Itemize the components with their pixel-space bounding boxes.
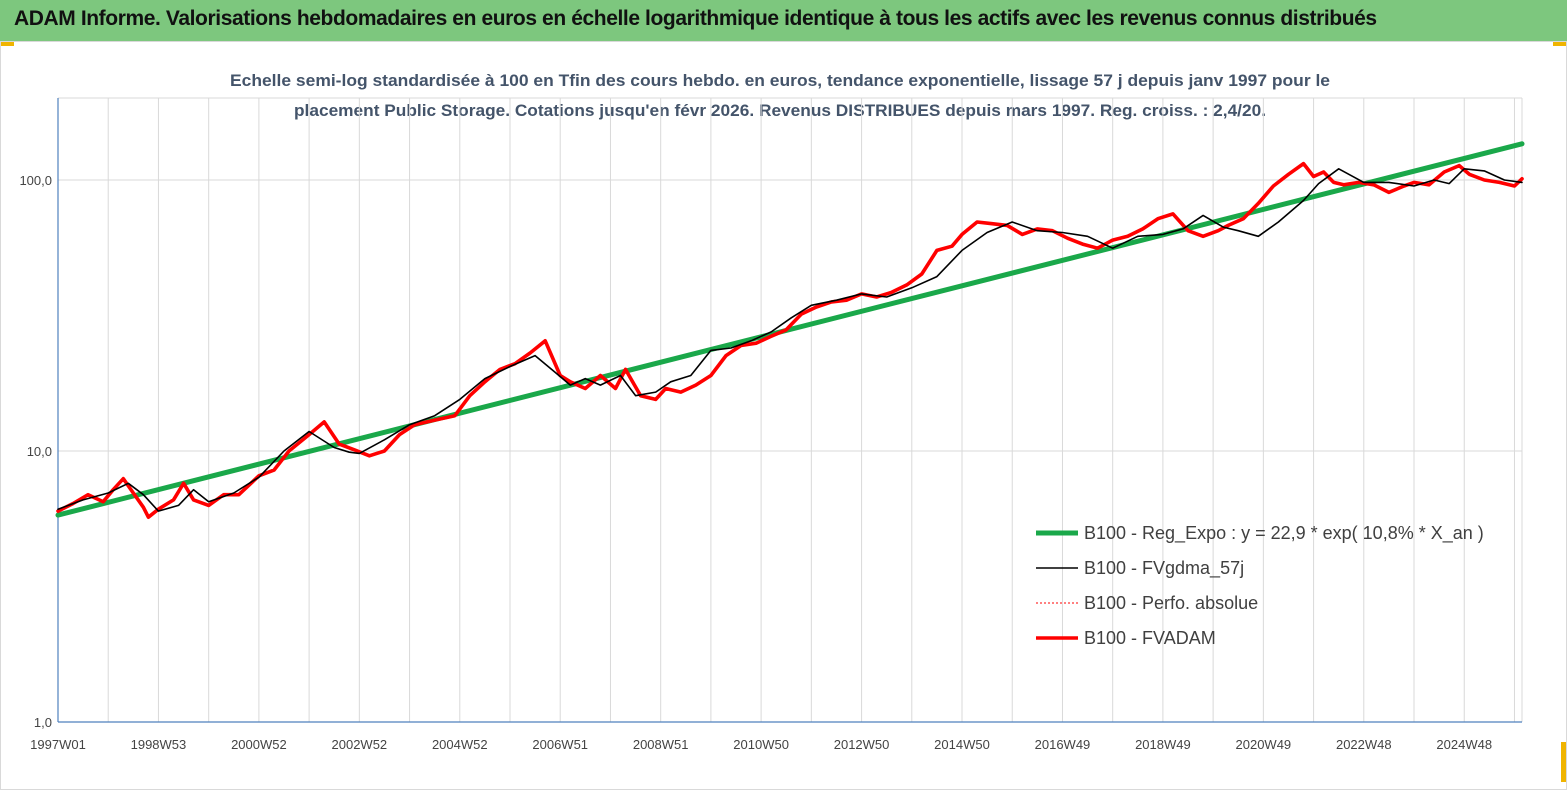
header-banner: ADAM Informe. Valorisations hebdomadaire… bbox=[0, 0, 1567, 42]
x-tick-label: 1997W01 bbox=[30, 737, 86, 752]
chart-legend: B100 - Reg_Expo : y = 22,9 * exp( 10,8% … bbox=[1036, 523, 1484, 648]
x-tick-label: 2008W51 bbox=[633, 737, 689, 752]
x-tick-label: 2024W48 bbox=[1436, 737, 1492, 752]
legend-label-regression: B100 - Reg_Expo : y = 22,9 * exp( 10,8% … bbox=[1084, 523, 1484, 544]
corner-marker-top-left bbox=[0, 41, 14, 46]
x-tick-label: 2014W50 bbox=[934, 737, 990, 752]
legend-label-fvadam: B100 - FVADAM bbox=[1084, 628, 1216, 648]
series-line-regression bbox=[55, 141, 1525, 518]
axis-ticks: 1,0 10,0 100,0 1997W01 1998W53 2000W52 2002W52… bbox=[19, 98, 1522, 752]
series-lines bbox=[55, 141, 1525, 519]
x-tick-label: 2002W52 bbox=[332, 737, 388, 752]
page-title: ADAM Informe. Valorisations hebdomadaire… bbox=[14, 7, 1377, 30]
grid-lines bbox=[57, 97, 1523, 722]
series-line-fvadam bbox=[56, 161, 1524, 519]
x-tick-label: 2022W48 bbox=[1336, 737, 1392, 752]
x-tick-label: 2006W51 bbox=[532, 737, 588, 752]
x-tick-label: 2016W49 bbox=[1035, 737, 1091, 752]
y-tick-label: 1,0 bbox=[34, 715, 52, 730]
x-tick-label: 2018W49 bbox=[1135, 737, 1191, 752]
x-tick-label: 1998W53 bbox=[131, 737, 187, 752]
corner-marker-top-right bbox=[1553, 41, 1567, 46]
chart-title-line1: Echelle semi-log standardisée à 100 en T… bbox=[230, 71, 1330, 90]
legend-label-smoothed: B100 - FVgdma_57j bbox=[1084, 558, 1244, 579]
x-tick-label: 2010W50 bbox=[733, 737, 789, 752]
legend-label-perfo: B100 - Perfo. absolue bbox=[1084, 593, 1258, 613]
x-tick-label: 2000W52 bbox=[231, 737, 287, 752]
chart-title-line2: placement Public Storage. Cotations jusq… bbox=[294, 101, 1266, 120]
x-tick-label: 2020W49 bbox=[1236, 737, 1292, 752]
x-tick-label: 2004W52 bbox=[432, 737, 488, 752]
series-line-smoothed bbox=[57, 168, 1523, 512]
x-tick-label: 2012W50 bbox=[834, 737, 890, 752]
y-tick-label: 100,0 bbox=[19, 173, 52, 188]
corner-marker-bottom-right bbox=[1561, 742, 1566, 782]
y-tick-label: 10,0 bbox=[27, 444, 52, 459]
